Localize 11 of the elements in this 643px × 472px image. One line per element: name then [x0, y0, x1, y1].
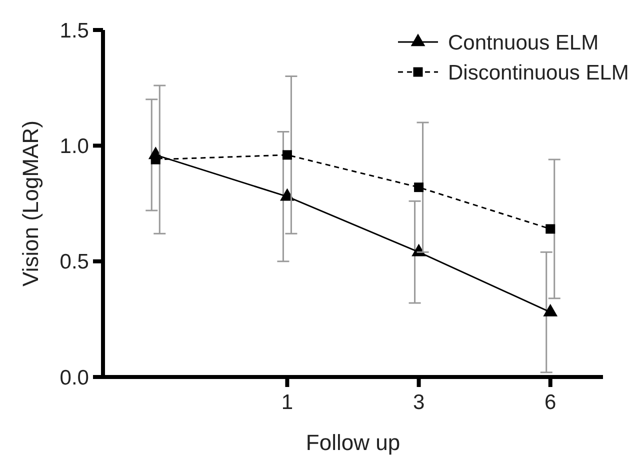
- y-tick-label: 0.0: [60, 366, 89, 390]
- legend-label: Contnuous ELM: [448, 31, 599, 54]
- x-axis-title: Follow up: [306, 430, 400, 455]
- legend-label: Discontinuous ELM: [448, 61, 629, 84]
- x-tick-label: 6: [544, 391, 556, 414]
- x-tick-label: 1: [281, 391, 294, 414]
- y-tick-label: 0.5: [60, 250, 89, 274]
- y-tick-label: 1.0: [60, 135, 89, 158]
- y-axis-title: Vision (LogMAR): [18, 120, 43, 286]
- x-tick-label: 3: [412, 391, 425, 414]
- y-tick-label: 1.5: [60, 19, 89, 42]
